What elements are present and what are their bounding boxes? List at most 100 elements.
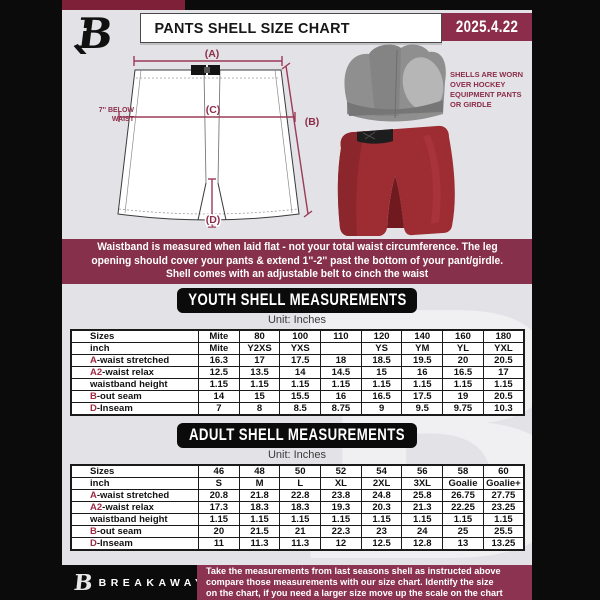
measurement-cell: 12.8 [401, 537, 444, 551]
notice-line: opening should cover your pants & extend… [91, 254, 503, 267]
measurement-cell: 20.5 [482, 390, 525, 403]
measurement-cell: 1.15 [279, 513, 322, 526]
measurement-cell: 100 [279, 329, 322, 343]
measurement-cell: 17 [238, 354, 281, 367]
row-label-prefix: B [90, 526, 97, 537]
measurement-cell: 14.5 [320, 366, 362, 379]
measurement-cell: 1.15 [238, 378, 281, 391]
row-label: D-Inseam [70, 402, 199, 416]
measurement-cell: 8 [238, 402, 281, 416]
notice-line: Waistband is measured when laid flat - n… [96, 241, 498, 254]
measurement-cell: YXL [482, 342, 525, 355]
measurement-cell: 23 [360, 525, 403, 538]
measurement-cell: XL [320, 477, 362, 490]
date-badge: 2025.4.22 [442, 13, 532, 41]
row-label: waistband height [70, 378, 199, 391]
measurement-cell: 20 [442, 354, 484, 367]
table-row: waistband height 1.15 1.15 1.15 1.15 1.15 1.15… [70, 513, 525, 526]
row-label: A-waist stretched [70, 354, 199, 367]
measurement-cell: 18.3 [279, 501, 322, 514]
measurement-cell: 1.15 [442, 378, 484, 391]
measurement-cell: 15 [238, 390, 281, 403]
photo-caption-line: SHELLS ARE WORN [450, 70, 524, 79]
measurement-cell: 16.5 [360, 390, 403, 403]
diagram-label-d: (D) [206, 214, 221, 226]
measurement-cell: 18 [320, 354, 362, 367]
measurement-cell: 18.3 [238, 501, 281, 514]
footer-note-line: compare those measurements with our size… [206, 577, 494, 587]
measurement-cell: 16 [401, 366, 444, 379]
table-row: waistband height 1.15 1.15 1.15 1.15 1.15 1.15… [70, 378, 525, 391]
adult-section-banner: ADULT SHELL MEASUREMENTS [177, 423, 417, 448]
table-row: Sizes 46 48 50 52 54 56 58 60 [70, 464, 525, 478]
row-label: D-Inseam [70, 537, 199, 551]
footer-brand-lockup: B BREAKAWAY [62, 570, 202, 596]
table-row: B-out seam 14 15 15.5 16 16.5 17.5 19 20.5 [70, 390, 525, 403]
measurement-cell: 120 [360, 329, 403, 343]
row-label-prefix: D [90, 538, 97, 549]
measurement-cell: 48 [238, 464, 281, 478]
row-label: inch [70, 477, 199, 490]
measurement-cell: 18.5 [360, 354, 403, 367]
measurement-cell: 1.15 [482, 513, 525, 526]
measurement-cell: YL [442, 342, 484, 355]
row-label: A2-waist relax [70, 366, 199, 379]
measurement-cell: 17 [482, 366, 525, 379]
row-label: B-out seam [70, 525, 199, 538]
table-row: inch Mite Y2XS YXS YS YM YL YXL [70, 342, 525, 355]
table-row: A2-waist relax 12.5 13.5 14 14.5 15 16 16.5 17 [70, 366, 525, 379]
measurement-cell: 23.25 [482, 501, 525, 514]
measurement-cell: Mite [198, 329, 240, 343]
table-row: D-Inseam 11 11.3 11.3 12 12.5 12.8 13 13.25 [70, 537, 525, 551]
notice-line: Shell comes with an adjustable belt to c… [165, 268, 429, 281]
measurement-cell: L [279, 477, 322, 490]
measurement-cell: Y2XS [238, 342, 281, 355]
measurement-cell: 22.25 [442, 501, 484, 514]
measurement-cell: 20.8 [198, 489, 240, 502]
table-row: B-out seam 20 21.5 21 22.3 23 24 25 25.5 [70, 525, 525, 538]
row-label: A2-waist relax [70, 501, 199, 514]
footer-note: Take the measurements from last seasons … [197, 565, 532, 600]
adult-banner-label: ADULT SHELL MEASUREMENTS [189, 426, 405, 444]
measurement-cell: 10.3 [482, 402, 525, 416]
measurement-cell: 52 [320, 464, 362, 478]
measurement-cell: 17.5 [401, 390, 444, 403]
measurement-cell: 2XL [360, 477, 403, 490]
page-title: PANTS SHELL SIZE CHART [154, 19, 350, 37]
diagram-label-b: (B) [305, 116, 320, 128]
measurement-cell: 58 [442, 464, 484, 478]
measurement-cell: 1.15 [320, 378, 362, 391]
row-label-prefix: D [90, 403, 97, 414]
top-strip [62, 0, 532, 10]
measurement-cell: 8.75 [320, 402, 362, 416]
shell-photo [337, 44, 455, 236]
measurement-cell: 17.3 [198, 501, 240, 514]
diagram-label-a: (A) [205, 48, 220, 60]
measurement-cell: 9 [360, 402, 403, 416]
measurement-cell: 9.75 [442, 402, 484, 416]
pants-diagram: (A) (B) (C) (D) [117, 48, 320, 228]
measurement-cell: 22.3 [320, 525, 362, 538]
measurement-cell: 1.15 [198, 378, 240, 391]
youth-section-banner: YOUTH SHELL MEASUREMENTS [177, 288, 417, 313]
measurement-cell: 24.8 [360, 489, 403, 502]
measurement-cell: 19 [442, 390, 484, 403]
measurement-cell [320, 342, 362, 355]
table-row: inch S M L XL 2XL 3XL Goalie Goalie+ [70, 477, 525, 490]
row-label: waistband height [70, 513, 199, 526]
table-row: A-waist stretched 20.8 21.8 22.8 23.8 24.8 25.… [70, 489, 525, 502]
measurement-cell: YXS [279, 342, 322, 355]
measurement-cell: 9.5 [401, 402, 444, 416]
measurement-cell: 25.8 [401, 489, 444, 502]
measurement-notice: Waistband is measured when laid flat - n… [62, 239, 532, 284]
measurement-cell: 54 [360, 464, 403, 478]
row-label: A-waist stretched [70, 489, 199, 502]
table-row: Sizes Mite 80 100 110 120 140 160 180 [70, 329, 525, 343]
row-label: Sizes [70, 464, 199, 478]
measurement-cell: 80 [238, 329, 281, 343]
measurement-cell: 26.75 [442, 489, 484, 502]
measurement-cell: 1.15 [320, 513, 362, 526]
photo-caption: SHELLS ARE WORN OVER HOCKEY EQUIPMENT PA… [450, 70, 530, 110]
measurement-cell: YM [401, 342, 444, 355]
diagram-label-c: (C) [206, 104, 221, 116]
